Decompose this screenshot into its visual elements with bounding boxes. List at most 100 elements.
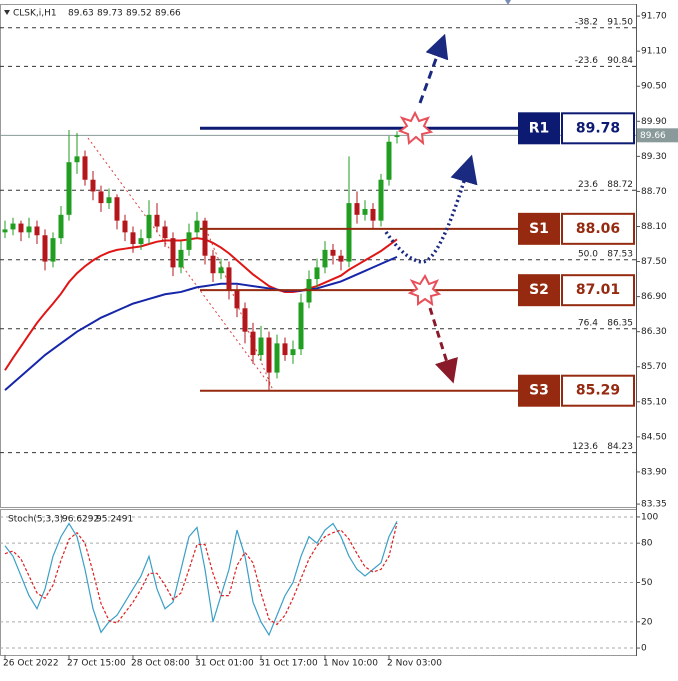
candle-body — [330, 249, 336, 256]
level-value: 85.29 — [576, 383, 620, 399]
candle-body — [202, 220, 208, 256]
candle-body — [282, 343, 288, 356]
last-price-label: 89.66 — [640, 131, 666, 141]
y-tick-label: 84.50 — [641, 432, 667, 442]
fib-ratio: 50.0 — [578, 249, 598, 259]
candle-body — [42, 235, 48, 262]
y-tick-label: 90.50 — [641, 82, 667, 92]
candle-body — [322, 249, 328, 268]
last-price-box — [637, 128, 678, 143]
stoch-line — [4, 521, 398, 637]
y-tick-label: 87.50 — [641, 257, 667, 267]
y-tick-label: 89.30 — [641, 152, 667, 162]
y-tick-label: 0 — [641, 644, 647, 654]
level-box — [561, 212, 635, 245]
level-value: 89.78 — [576, 120, 620, 136]
level-value: 87.01 — [576, 282, 620, 298]
candle-body — [154, 214, 160, 227]
level-box — [561, 112, 635, 145]
candle-body — [242, 308, 248, 332]
quote-high: 89.73 — [97, 9, 123, 19]
fib-price: 91.50 — [607, 17, 633, 27]
fib-price: 90.84 — [607, 56, 633, 66]
y-tick-label: 88.70 — [641, 187, 667, 197]
level-name: S1 — [529, 221, 549, 237]
candle-body — [18, 223, 24, 233]
y-tick-label: 100 — [641, 512, 658, 522]
candle-body — [274, 343, 280, 373]
stoch-signal-value: 95.2491 — [96, 515, 133, 525]
fib-ratio: 76.4 — [578, 318, 598, 328]
candle-body — [386, 141, 392, 180]
y-tick-label: 85.10 — [641, 397, 667, 407]
y-tick-label: 83.35 — [641, 500, 667, 510]
candle-body — [146, 214, 152, 239]
stoch-main-value: 96.6292 — [62, 515, 99, 525]
y-tick-label: 91.10 — [641, 47, 667, 57]
candle-body — [298, 302, 304, 350]
candle-body — [250, 331, 256, 356]
breakdown-burst — [407, 273, 442, 307]
candle-body — [162, 226, 168, 239]
y-tick-label: 80 — [641, 539, 653, 549]
main-panel — [0, 4, 637, 508]
main-layer: 91.70 91.10 90.50 89.90 89.30 88.70 88.10 87.50… — [0, 12, 678, 669]
candle-body — [58, 214, 64, 239]
y-tick-label: 91.70 — [641, 12, 667, 22]
candle-body — [170, 238, 176, 268]
stoch-title: Stoch(5,3,3) — [8, 515, 63, 525]
y-tick-label: 88.10 — [641, 222, 667, 232]
candle-body — [10, 223, 16, 230]
candle-body — [90, 179, 96, 192]
candle-body — [290, 349, 296, 356]
level-box — [561, 374, 635, 407]
fib-ratio: -38.2 — [575, 17, 598, 27]
level-name: R1 — [529, 120, 550, 136]
candle-body — [2, 229, 8, 233]
candle-body — [210, 255, 216, 274]
candle-body — [258, 337, 264, 356]
symbol: CLSK,i,H1 — [13, 9, 57, 19]
stoch-line — [4, 523, 398, 626]
level-tag — [518, 374, 560, 407]
candle-body — [114, 197, 120, 221]
candle-body — [354, 203, 360, 215]
fib-price: 86.35 — [607, 318, 633, 328]
x-tick-label: 26 Oct 2022 — [3, 659, 59, 669]
candle-body — [346, 203, 352, 262]
candle-body — [106, 197, 112, 204]
level-tag — [518, 274, 560, 307]
quote-open: 89.63 — [68, 9, 94, 19]
y-tick-label: 50 — [641, 578, 653, 588]
x-tick-label: 31 Oct 01:00 — [195, 659, 254, 669]
y-tick-label: 85.70 — [641, 362, 667, 372]
x-tick-label: 27 Oct 15:00 — [67, 659, 126, 669]
candle-body — [370, 208, 376, 221]
y-tick-label: 86.90 — [641, 292, 667, 302]
candle-body — [234, 290, 240, 309]
level-name: S2 — [529, 282, 549, 298]
candle-body — [138, 238, 144, 245]
candle-body — [226, 267, 232, 291]
y-tick-label: 83.90 — [641, 467, 667, 477]
candle-body — [74, 156, 80, 163]
candle-body — [122, 220, 128, 233]
moving-average — [4, 255, 398, 391]
moving-average — [4, 237, 398, 371]
y-tick-label: 86.30 — [641, 327, 667, 337]
candle-body — [178, 249, 184, 268]
candle-body — [314, 267, 320, 280]
candle-body — [266, 337, 272, 373]
shift-marker — [505, 0, 511, 5]
arrow-up — [418, 33, 449, 104]
candle-body — [26, 226, 32, 233]
x-tick-label: 2 Nov 03:00 — [387, 659, 442, 669]
fib-price: 88.72 — [607, 180, 633, 190]
fib-ratio: -23.6 — [575, 56, 599, 66]
candle-body — [186, 232, 192, 250]
x-tick-label: 1 Nov 10:00 — [323, 659, 378, 669]
candle-body — [66, 162, 72, 215]
level-name: S3 — [529, 383, 549, 399]
candle-body — [194, 220, 200, 233]
